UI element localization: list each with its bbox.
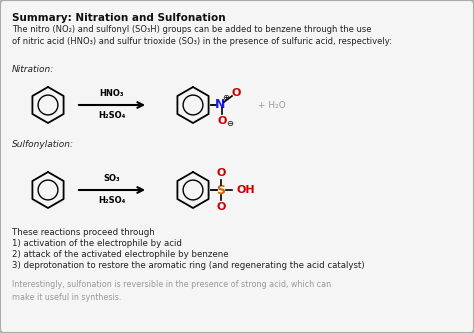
Text: N: N [215,99,225,112]
Text: H₂SO₄: H₂SO₄ [98,196,126,205]
Text: SO₃: SO₃ [104,174,120,183]
Text: + H₂O: + H₂O [258,101,286,110]
Text: These reactions proceed through: These reactions proceed through [12,228,155,237]
Text: Sulfonylation:: Sulfonylation: [12,140,74,149]
Text: 1) activation of the electrophile by acid: 1) activation of the electrophile by aci… [12,239,182,248]
Text: Interestingly, sulfonation is reversible in the presence of strong acid, which c: Interestingly, sulfonation is reversible… [12,280,331,301]
Text: 3) deprotonation to restore the aromatic ring (and regenerating the acid catalys: 3) deprotonation to restore the aromatic… [12,261,365,270]
Text: OH: OH [237,185,255,195]
Text: HNO₃: HNO₃ [100,89,124,98]
Text: O: O [231,88,241,98]
Text: Nitration:: Nitration: [12,65,54,74]
Text: ⊕: ⊕ [222,94,229,103]
Text: O: O [216,202,226,212]
Text: S: S [217,183,226,196]
Text: O: O [217,116,227,126]
Text: H₂SO₄: H₂SO₄ [98,111,126,120]
Text: ⊖: ⊖ [227,120,234,129]
Text: The nitro (NO₂) and sulfonyl (SO₃H) groups can be added to benzene through the u: The nitro (NO₂) and sulfonyl (SO₃H) grou… [12,25,392,46]
Text: 2) attack of the activated electrophile by benzene: 2) attack of the activated electrophile … [12,250,228,259]
Text: Summary: Nitration and Sulfonation: Summary: Nitration and Sulfonation [12,13,226,23]
Text: O: O [216,168,226,178]
